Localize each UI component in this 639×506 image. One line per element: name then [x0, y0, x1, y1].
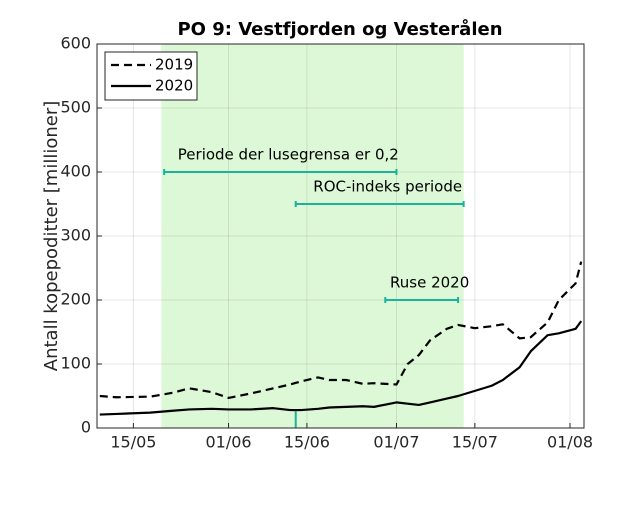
annotation-text: Periode der lusegrensa er 0,2 [178, 146, 399, 164]
x-tick-label: 15/05 [110, 433, 156, 452]
annotation-text: ROC-indeks periode [313, 178, 462, 196]
legend-label: 2019 [155, 56, 193, 74]
shaded-region [161, 44, 464, 428]
y-axis-label: Antall kopepoditter [millioner] [41, 101, 62, 371]
y-tick-label: 100 [60, 354, 91, 373]
annotation-text: Ruse 2020 [390, 274, 469, 292]
y-tick-label: 300 [60, 226, 91, 245]
x-tick-label: 01/06 [205, 433, 251, 452]
y-tick-label: 600 [60, 34, 91, 53]
x-tick-label: 01/08 [547, 433, 593, 452]
series-line [99, 261, 583, 400]
legend-label: 2020 [155, 77, 193, 95]
y-tick-label: 0 [81, 418, 91, 437]
x-tick-label: 15/06 [284, 433, 330, 452]
plot-area: Periode der lusegrensa er 0,2 ROC-indeks … [96, 43, 585, 429]
x-tick-label: 01/07 [373, 433, 419, 452]
x-tick-label: 15/07 [452, 433, 498, 452]
legend-box [104, 51, 198, 101]
y-tick-label: 500 [60, 98, 91, 117]
axes-frame [96, 43, 585, 429]
y-tick-label: 200 [60, 290, 91, 309]
chart-title: PO 9: Vestfjorden og Vesterålen [177, 18, 502, 40]
y-tick-label: 400 [60, 162, 91, 181]
series-line [99, 320, 583, 416]
